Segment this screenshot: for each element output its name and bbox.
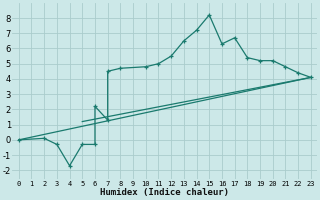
- X-axis label: Humidex (Indice chaleur): Humidex (Indice chaleur): [100, 188, 229, 197]
